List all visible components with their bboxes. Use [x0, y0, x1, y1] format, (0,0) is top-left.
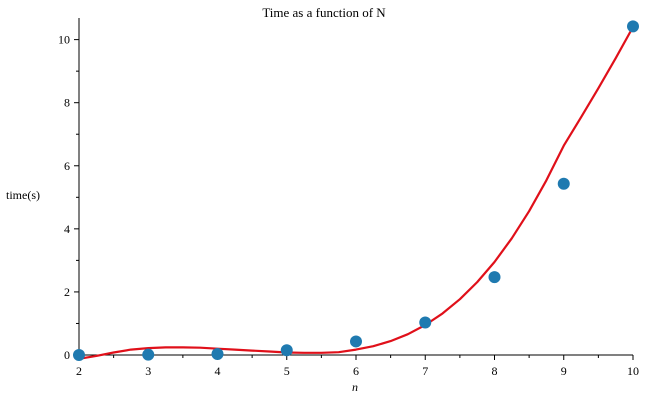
y-tick-label: 10: [58, 33, 70, 47]
x-tick-label: 2: [76, 364, 82, 378]
data-point: [280, 344, 293, 357]
y-tick-label: 0: [64, 348, 70, 362]
data-point: [557, 177, 570, 190]
data-point: [419, 316, 432, 329]
x-ticks: 2 3 4 5 6 7 8 9 10: [76, 355, 639, 378]
y-axis-label: time(s): [6, 188, 40, 202]
chart-title: Time as a function of N: [262, 5, 386, 20]
x-tick-label: 9: [561, 364, 567, 378]
x-tick-label: 10: [627, 364, 639, 378]
data-point: [73, 349, 85, 361]
x-tick-label: 5: [284, 364, 290, 378]
data-point: [211, 348, 224, 361]
x-tick-label: 7: [422, 364, 428, 378]
x-axis-label: n: [352, 380, 358, 394]
x-tick-label: 8: [492, 364, 498, 378]
data-point: [142, 348, 155, 361]
y-tick-label: 8: [64, 96, 70, 110]
x-tick-label: 4: [215, 364, 221, 378]
data-point: [488, 271, 501, 284]
data-points: [73, 20, 639, 361]
y-tick-label: 6: [64, 159, 70, 173]
fit-curves: [77, 25, 635, 360]
x-tick-label: 6: [353, 364, 359, 378]
fit-curve-line: [77, 25, 635, 360]
y-ticks: 0 2 4 6 8 10: [58, 33, 79, 362]
data-point: [350, 335, 362, 348]
x-tick-label: 3: [145, 364, 151, 378]
y-tick-label: 2: [64, 285, 70, 299]
y-tick-label: 4: [64, 222, 70, 236]
data-point: [627, 20, 639, 33]
